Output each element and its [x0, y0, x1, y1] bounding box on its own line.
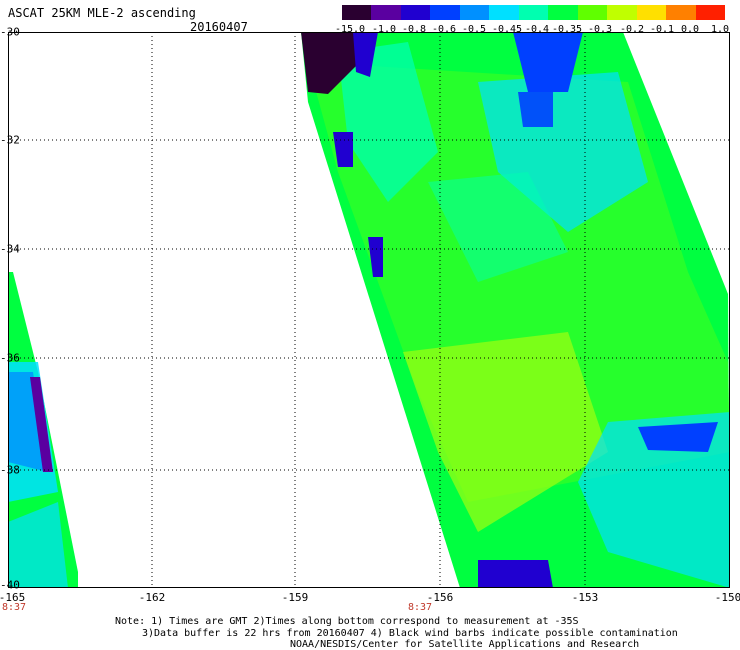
note-line-2: 3)Data buffer is 22 hrs from 20160407 4)…: [142, 628, 678, 639]
lon-label: -156: [426, 591, 454, 604]
swath-blue-patch-east: [638, 422, 718, 452]
lon-label: -162: [138, 591, 166, 604]
legend-swatch: [459, 5, 490, 20]
legend-labels: -15.0 -1.0 -0.8 -0.6 -0.5 -0.45 -0.4 -0.…: [332, 24, 732, 38]
legend-label: 1.0: [710, 24, 730, 35]
swath-cyan-patch-mid: [428, 172, 568, 282]
legend-swatch: [695, 5, 726, 20]
swath-blue-west-edge: [333, 132, 353, 167]
legend-label: -0.2: [619, 24, 645, 35]
legend-swatch: [400, 5, 431, 20]
note-line-1: Note: 1) Times are GMT 2)Times along bot…: [115, 616, 579, 627]
swath-left-purple: [30, 377, 53, 472]
legend-swatch: [430, 5, 460, 20]
lon-label: -159: [281, 591, 309, 604]
map-title: ASCAT 25KM MLE-2 ascending: [8, 6, 196, 20]
swath-blue-west-edge-2: [368, 237, 383, 277]
right-swath: [301, 32, 730, 588]
swath-yellowgreen-patch: [403, 332, 608, 532]
lat-label: -38: [0, 463, 20, 477]
swath-cyan-patch-north: [338, 42, 438, 202]
legend-swatch: [607, 5, 637, 20]
lat-label: -36: [0, 351, 20, 365]
legend-label: -15.0: [334, 24, 366, 35]
swath-blue-corner: [353, 32, 378, 77]
swath-blue-patch-bottom: [478, 560, 553, 588]
legend-swatch: [577, 5, 608, 20]
legend-swatch: [489, 5, 519, 20]
lon-label: -150: [714, 591, 740, 604]
legend-label: -0.4: [524, 24, 550, 35]
note-line-3: NOAA/NESDIS/Center for Satellite Applica…: [290, 639, 640, 650]
legend-swatch: [342, 5, 372, 20]
legend-label: -0.3: [587, 24, 613, 35]
lat-label: -40: [0, 578, 20, 592]
swath-darkpurple-corner: [301, 32, 360, 94]
legend-label: -0.5: [461, 24, 487, 35]
legend-label: -0.45: [491, 24, 523, 35]
left-swath: [8, 272, 78, 588]
legend-label: -1.0: [371, 24, 397, 35]
legend-label: -0.6: [431, 24, 457, 35]
swath-left-cyan-bottom: [8, 502, 68, 588]
lat-label: -34: [0, 242, 20, 256]
lat-label: -30: [0, 25, 20, 39]
legend-swatch: [518, 5, 549, 20]
legend-label: -0.1: [649, 24, 675, 35]
swath-left-blue: [8, 372, 48, 472]
map-plot-area: [8, 32, 730, 588]
map-date: 20160407: [190, 20, 248, 34]
legend-label: 0.0: [680, 24, 700, 35]
swath-blue-patch-top: [513, 32, 583, 92]
legend-swatch: [371, 5, 401, 20]
legend-swatch: [666, 5, 696, 20]
legend-swatch: [548, 5, 578, 20]
lon-label: -165: [0, 591, 26, 604]
legend-label: -0.8: [401, 24, 427, 35]
map-svg: [8, 32, 730, 588]
time-label-right: 8:37: [408, 602, 433, 613]
grid-lines: [8, 32, 730, 588]
time-label-left: 8:37: [2, 602, 27, 613]
swath-cyan-patch-ne: [478, 72, 648, 232]
legend-label: -0.35: [551, 24, 583, 35]
swath-blue-patch-upper: [518, 92, 553, 127]
swath-cyan-patch-se: [578, 412, 730, 588]
map-frame: [8, 32, 730, 588]
lon-label: -153: [571, 591, 599, 604]
lat-label: -32: [0, 133, 20, 147]
legend-swatch: [636, 5, 667, 20]
color-legend-bar: [342, 5, 726, 20]
